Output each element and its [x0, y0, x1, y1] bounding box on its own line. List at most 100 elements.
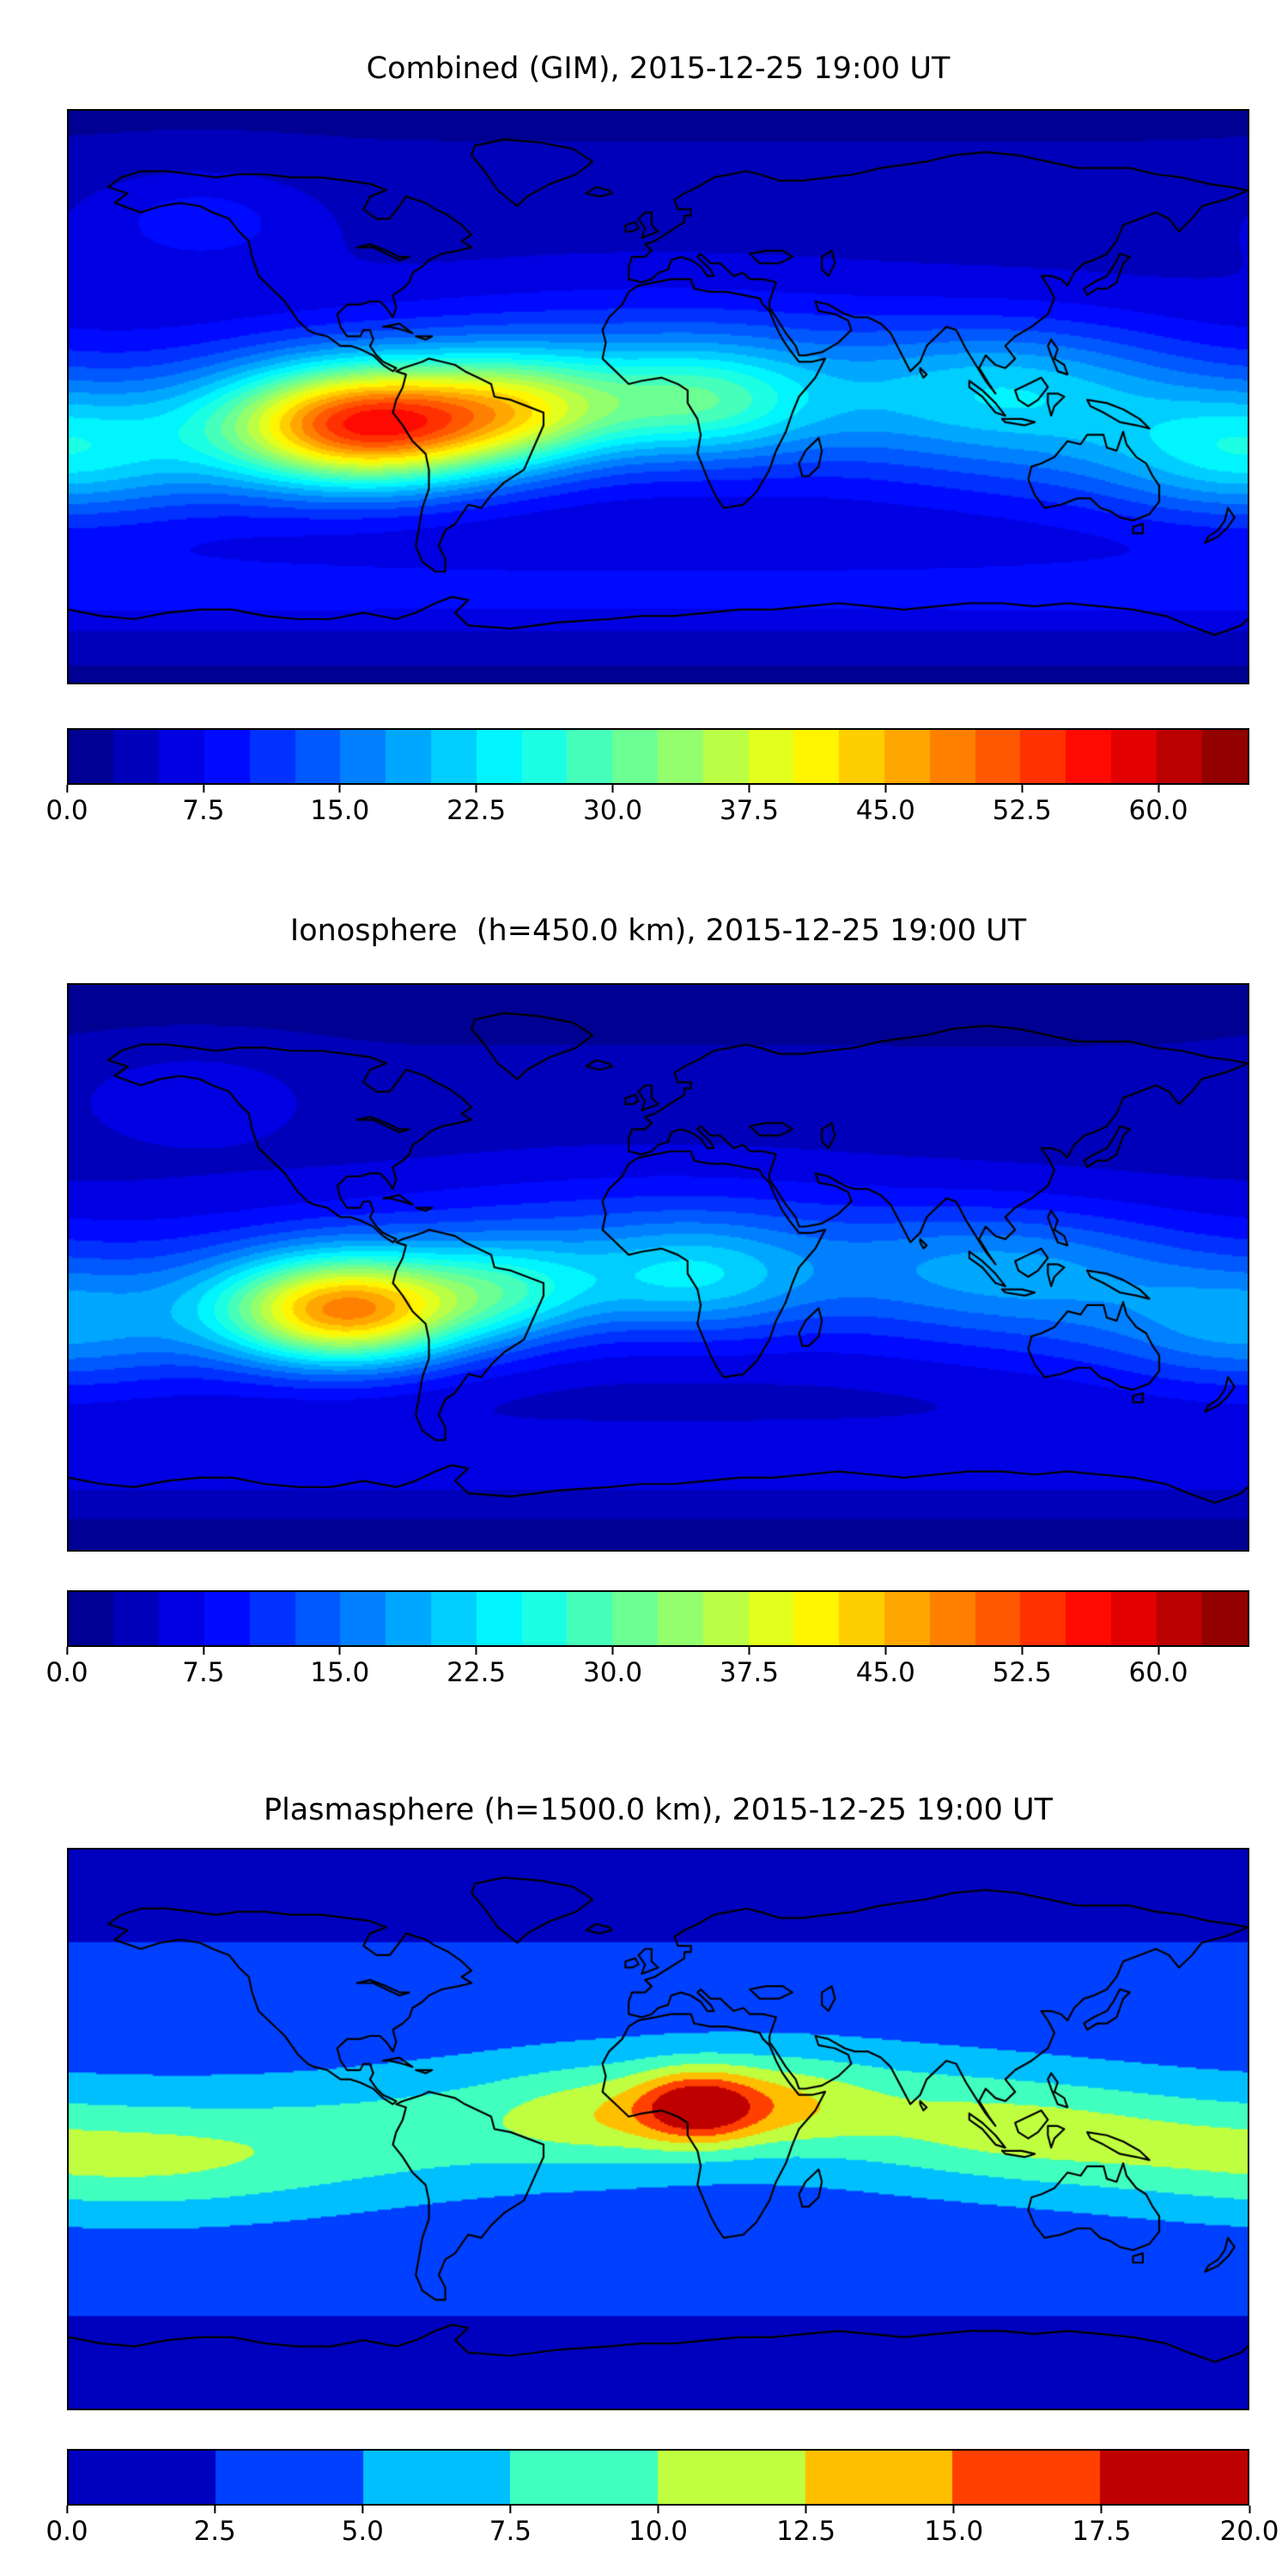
tick-mark-icon [66, 785, 68, 793]
colorbar-tick: 22.5 [447, 1647, 506, 1688]
tick-mark-icon [66, 2506, 68, 2513]
panel-title-plasmasphere: Plasmasphere (h=1500.0 km), 2015-12-25 1… [263, 1793, 1054, 1827]
colorbar-tick: 22.5 [447, 785, 506, 826]
tick-label: 45.0 [855, 1657, 915, 1688]
tick-label: 10.0 [628, 2516, 689, 2547]
colorbar-tick: 37.5 [720, 785, 779, 826]
tick-label: 15.0 [924, 2516, 984, 2547]
tick-mark-icon [748, 1647, 750, 1655]
tick-mark-icon [338, 785, 341, 793]
world-map-combined [67, 109, 1249, 684]
tick-label: 7.5 [182, 1657, 225, 1688]
tick-label: 22.5 [447, 1657, 507, 1688]
tick-mark-icon [884, 1647, 887, 1655]
colorbar-canvas [69, 730, 1248, 783]
tick-mark-icon [361, 2506, 364, 2513]
tick-mark-icon [1157, 785, 1160, 793]
tick-mark-icon [748, 785, 750, 793]
tick-mark-icon [338, 1647, 341, 1655]
colorbar-tick: 0.0 [46, 785, 88, 826]
tick-mark-icon [657, 2506, 659, 2513]
tick-mark-icon [475, 1647, 477, 1655]
colorbar-canvas [69, 2451, 1248, 2504]
tick-label: 60.0 [1128, 795, 1188, 826]
colorbar-tick: 0.0 [46, 1647, 88, 1688]
colorbar-tick: 15.0 [924, 2506, 983, 2547]
colorbar-ticks-ionosphere: 0.0 7.5 15.0 22.5 30.0 37.5 45.0 52.5 60.0 [46, 1647, 1249, 1702]
tick-mark-icon [475, 785, 477, 793]
tick-label: 45.0 [855, 795, 915, 826]
colorbar-tick: 2.5 [193, 2506, 236, 2547]
tick-label: 0.0 [46, 1657, 88, 1688]
colorbar-tick: 60.0 [1129, 785, 1188, 826]
colorbar-canvas [69, 1592, 1248, 1645]
coastlines-canvas [69, 1850, 1248, 2409]
colorbar-tick: 10.0 [629, 2506, 688, 2547]
tick-mark-icon [202, 785, 204, 793]
tick-mark-icon [1249, 2506, 1250, 2513]
coastlines-canvas [69, 111, 1248, 683]
tick-label: 5.0 [341, 2516, 384, 2547]
tick-mark-icon [66, 1647, 68, 1655]
tick-mark-icon [509, 2506, 512, 2513]
colorbar-tick: 7.5 [182, 785, 225, 826]
tick-mark-icon [214, 2506, 216, 2513]
colorbar-tick: 52.5 [993, 785, 1052, 826]
colorbar-tick: 30.0 [583, 785, 642, 826]
world-map-plasmasphere [67, 1848, 1249, 2410]
coastlines-canvas [69, 985, 1248, 1550]
tick-label: 7.5 [489, 2516, 532, 2547]
colorbar-tick: 17.5 [1072, 2506, 1131, 2547]
tick-label: 0.0 [46, 2516, 88, 2547]
tick-mark-icon [1100, 2506, 1103, 2513]
colorbar-tick: 20.0 [1219, 2506, 1279, 2547]
colorbar-tick: 12.5 [776, 2506, 835, 2547]
panel-title-ionosphere: Ionosphere (h=450.0 km), 2015-12-25 19:0… [289, 914, 1027, 948]
tick-label: 12.5 [776, 2516, 836, 2547]
colorbar-tick: 45.0 [856, 1647, 915, 1688]
tick-label: 60.0 [1128, 1657, 1188, 1688]
colorbar-tick: 0.0 [46, 2506, 88, 2547]
colorbar-tick: 52.5 [993, 1647, 1052, 1688]
colorbar-combined [67, 728, 1249, 785]
tick-mark-icon [1021, 1647, 1024, 1655]
colorbar-tick: 60.0 [1129, 1647, 1188, 1688]
colorbar-plasmasphere [67, 2449, 1249, 2506]
tick-label: 37.5 [719, 795, 779, 826]
tick-mark-icon [611, 1647, 614, 1655]
tick-label: 15.0 [310, 795, 370, 826]
tick-mark-icon [884, 785, 887, 793]
colorbar-tick: 15.0 [310, 1647, 369, 1688]
tick-label: 7.5 [182, 795, 225, 826]
colorbar-ionosphere [67, 1590, 1249, 1647]
tick-label: 20.0 [1219, 2516, 1279, 2547]
tick-label: 2.5 [193, 2516, 236, 2547]
tick-mark-icon [202, 1647, 204, 1655]
colorbar-tick: 30.0 [583, 1647, 642, 1688]
tick-label: 17.5 [1072, 2516, 1132, 2547]
colorbar-ticks-plasmasphere: 0.0 2.5 5.0 7.5 10.0 12.5 15.0 17.5 20.0 [46, 2506, 1279, 2561]
colorbar-tick: 37.5 [720, 1647, 779, 1688]
colorbar-tick: 7.5 [182, 1647, 225, 1688]
tick-label: 30.0 [583, 1657, 643, 1688]
tick-label: 52.5 [992, 1657, 1052, 1688]
colorbar-tick: 45.0 [856, 785, 915, 826]
tick-mark-icon [1021, 785, 1024, 793]
tick-mark-icon [611, 785, 614, 793]
colorbar-tick: 15.0 [310, 785, 369, 826]
colorbar-tick: 7.5 [489, 2506, 532, 2547]
tick-label: 22.5 [447, 795, 507, 826]
tick-label: 52.5 [992, 795, 1052, 826]
tick-label: 30.0 [583, 795, 643, 826]
tick-mark-icon [1157, 1647, 1160, 1655]
tick-mark-icon [805, 2506, 807, 2513]
colorbar-tick: 5.0 [342, 2506, 384, 2547]
tick-label: 0.0 [46, 795, 88, 826]
tick-label: 37.5 [719, 1657, 779, 1688]
tick-label: 15.0 [310, 1657, 370, 1688]
world-map-ionosphere [67, 983, 1249, 1552]
colorbar-ticks-combined: 0.0 7.5 15.0 22.5 30.0 37.5 45.0 52.5 60.0 [46, 785, 1249, 840]
panel-title-combined: Combined (GIM), 2015-12-25 19:00 UT [366, 52, 951, 86]
tick-mark-icon [952, 2506, 955, 2513]
